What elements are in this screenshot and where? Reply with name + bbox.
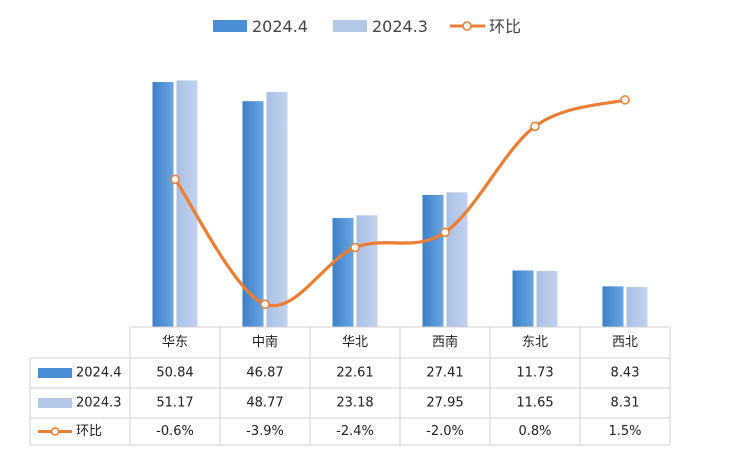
table-row-label-2: 环比 <box>76 424 102 439</box>
table-cell-0-2: 22.61 <box>336 366 373 381</box>
bar-2024-4-0 <box>152 82 174 327</box>
table-key-1 <box>38 398 72 408</box>
bars-layer <box>152 80 648 328</box>
bar-2024-4-5 <box>602 286 624 327</box>
legend-swatch-2024-3 <box>333 20 367 32</box>
table-cell-0-5: 8.43 <box>611 366 640 381</box>
table-row-label-1: 2024.3 <box>76 396 122 411</box>
legend-marker-mom <box>462 21 472 31</box>
point-mom-1 <box>260 299 270 310</box>
point-mom-5 <box>620 95 630 105</box>
bar-2024-4-4 <box>512 270 534 327</box>
legend-item-mom: 环比 <box>450 17 521 36</box>
table-cell-2-4: 0.8% <box>518 424 551 439</box>
bar-2024-3-4 <box>536 270 558 327</box>
point-mom-3 <box>440 227 450 238</box>
table-cell-2-1: -3.9% <box>246 424 284 439</box>
legend-label-2024-4: 2024.4 <box>252 17 308 36</box>
legend-swatch-2024-4 <box>213 20 247 32</box>
table-cell-2-0: -0.6% <box>156 424 194 439</box>
table-cell-2-3: -2.0% <box>426 424 464 439</box>
category-label-3: 西南 <box>432 334 458 350</box>
table-cell-0-4: 11.73 <box>516 366 553 381</box>
table-cell-1-5: 8.31 <box>611 396 640 411</box>
category-label-2: 华北 <box>342 335 368 350</box>
legend-label-mom: 环比 <box>489 17 521 36</box>
legend-label-2024-3: 2024.3 <box>372 17 428 36</box>
table-cell-1-2: 23.18 <box>336 396 373 411</box>
point-mom-2 <box>350 242 360 253</box>
category-label-0: 华东 <box>162 335 188 350</box>
table-cell-0-0: 50.84 <box>156 366 193 381</box>
bar-2024-3-0 <box>176 80 198 327</box>
legend-item-2024-4: 2024.4 <box>213 17 308 36</box>
category-label-5: 西北 <box>612 335 638 350</box>
table-key-0 <box>38 368 72 378</box>
legend-item-2024-3: 2024.3 <box>333 17 428 36</box>
table-row-label-0: 2024.4 <box>76 366 122 381</box>
bar-2024-4-1 <box>242 101 264 328</box>
table-cell-1-3: 27.95 <box>426 396 463 411</box>
bar-2024-3-5 <box>626 286 648 327</box>
line-layer <box>170 95 630 310</box>
legend: 2024.4 2024.3 环比 <box>213 17 521 36</box>
point-mom-4 <box>530 121 540 132</box>
bar-2024-4-2 <box>332 218 354 327</box>
category-label-4: 东北 <box>522 335 548 350</box>
bar-2024-3-1 <box>266 92 288 327</box>
category-label-1: 中南 <box>252 334 278 350</box>
data-table: 华东 中南 华北 西南 东北 西北 2024.4 50.84 46.87 22.61 27.41 11… <box>29 326 671 446</box>
table-cell-1-1: 48.77 <box>246 396 283 411</box>
point-mom-0 <box>170 174 180 185</box>
bar-2024-4-3 <box>422 194 444 327</box>
table-cell-1-0: 51.17 <box>156 396 193 411</box>
bar-2024-3-2 <box>356 215 378 327</box>
table-cell-1-4: 11.65 <box>516 396 553 411</box>
table-cell-2-5: 1.5% <box>608 424 641 439</box>
table-cell-2-2: -2.4% <box>336 424 374 439</box>
table-cell-0-1: 46.87 <box>246 366 283 381</box>
table-cell-0-3: 27.41 <box>426 366 463 381</box>
table-key-marker-2 <box>50 427 60 436</box>
